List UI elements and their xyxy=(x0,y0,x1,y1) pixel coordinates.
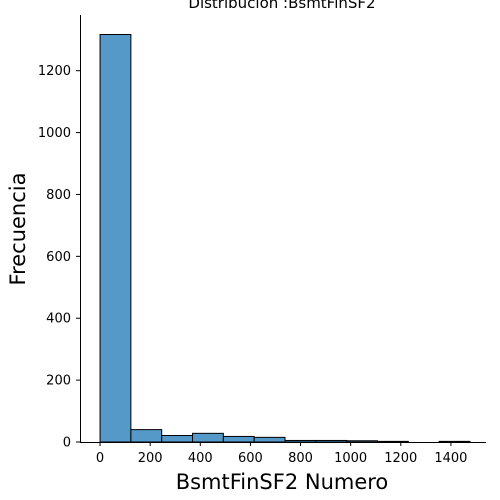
histogram-bar-9 xyxy=(376,440,409,443)
x-tick-label-0: 0 xyxy=(96,451,104,466)
y-tick-label-2: 400 xyxy=(46,312,71,327)
y-ticks-group: 0 200 400 600 800 1000 1200 xyxy=(38,64,80,451)
histogram-bar-11 xyxy=(438,440,471,443)
histogram-bar-0 xyxy=(99,33,132,443)
y-tick-label-5: 1000 xyxy=(38,126,71,141)
x-tick-label-2: 400 xyxy=(188,451,213,466)
histogram-bar-1 xyxy=(130,429,163,443)
x-tick-label-5: 1000 xyxy=(334,451,367,466)
y-tick-label-4: 800 xyxy=(46,188,71,203)
y-tick-label-0: 0 xyxy=(63,436,71,451)
histogram-bar-6 xyxy=(284,439,317,443)
y-tick-label-1: 200 xyxy=(46,374,71,389)
x-tick-label-4: 800 xyxy=(288,451,313,466)
y-tick-label-6: 1200 xyxy=(38,64,71,79)
x-tick-label-3: 600 xyxy=(238,451,263,466)
x-ticks-group: 0 200 400 600 800 1000 1200 1400 xyxy=(96,442,467,466)
histogram-bar-5 xyxy=(253,436,286,443)
x-axis-label: BsmtFinSF2 Numero xyxy=(176,470,389,494)
histogram-bar-3 xyxy=(192,432,224,443)
histogram-bar-8 xyxy=(346,440,378,443)
y-tick-label-3: 600 xyxy=(46,250,71,265)
bars-group xyxy=(99,33,471,443)
histogram-bar-2 xyxy=(161,435,194,443)
histogram-bar-4 xyxy=(222,435,255,443)
chart-title: Distribución :BsmtFinSF2 xyxy=(188,0,375,12)
x-tick-label-6: 1200 xyxy=(384,451,417,466)
x-tick-label-1: 200 xyxy=(138,451,163,466)
x-tick-label-7: 1400 xyxy=(434,451,467,466)
histogram-bar-7 xyxy=(315,439,348,443)
y-axis-label: Frecuencia xyxy=(6,173,30,286)
